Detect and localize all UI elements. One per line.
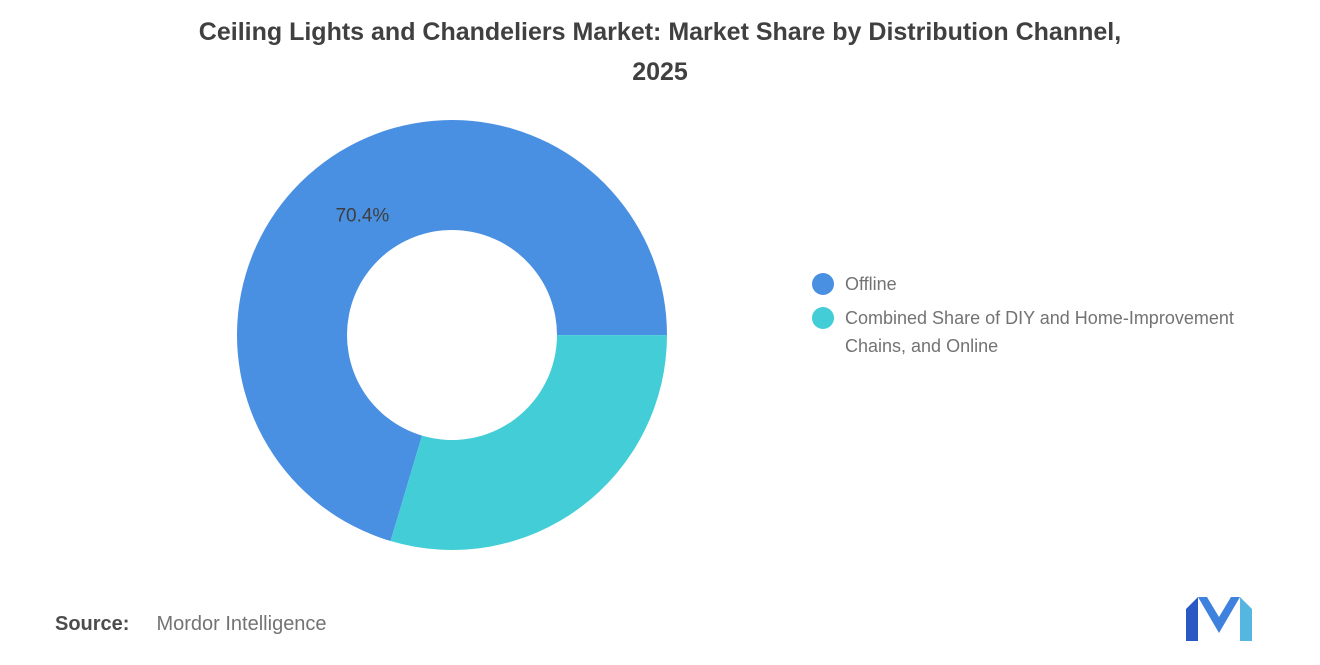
legend-marker-offline (812, 273, 834, 295)
source-value: Mordor Intelligence (156, 613, 327, 635)
mordor-intelligence-logo (1186, 597, 1252, 641)
slice-data-label: 70.4% (335, 206, 389, 227)
legend-label-offline: Offline (845, 274, 897, 294)
chart-legend: Offline Combined Share of DIY and Home-I… (812, 270, 1235, 360)
legend-item-combined-diy-online[interactable]: Combined Share of DIY and Home-Improveme… (812, 304, 1235, 360)
chart-title: Ceiling Lights and Chandeliers Market: M… (60, 12, 1260, 92)
chart-title-line1: Ceiling Lights and Chandeliers Market: M… (198, 18, 1122, 46)
legend-item-offline[interactable]: Offline (812, 270, 1235, 298)
source-label: Source: (55, 613, 130, 635)
donut-slice-offline[interactable] (236, 119, 667, 542)
logo-left-bar (1186, 597, 1198, 641)
legend-label-combined-diy-online: Combined Share of DIY and Home-Improveme… (845, 308, 1234, 356)
source-line: Source: Mordor Intelligence (55, 613, 327, 636)
logo-middle-chevron (1198, 597, 1240, 633)
logo-right-bar (1240, 597, 1252, 641)
legend-marker-combined-diy-online (812, 307, 834, 329)
donut-slice-combined-share-of-diy-and-home-improveme[interactable] (390, 335, 667, 550)
chart-title-line2: 2025 (632, 58, 688, 86)
